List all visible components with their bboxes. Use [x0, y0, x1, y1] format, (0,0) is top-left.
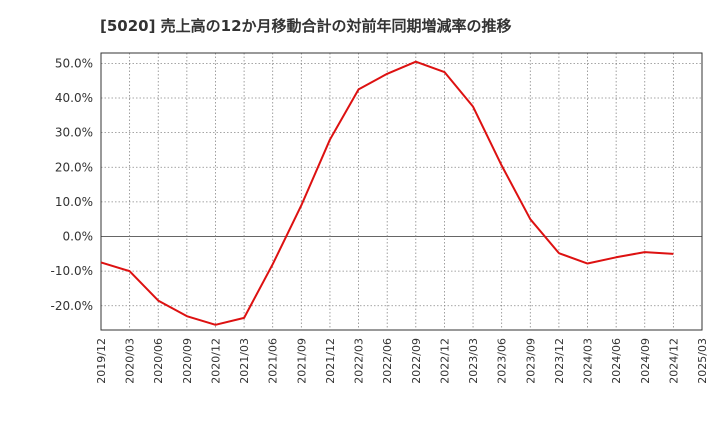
x-tick-label: 2024/06	[610, 338, 623, 384]
x-tick-label: 2020/12	[209, 338, 222, 384]
x-tick-label: 2024/12	[667, 338, 680, 384]
chart-title: [5020] 売上高の12か月移動合計の対前年同期増減率の推移	[100, 17, 512, 35]
x-tick-label: 2019/12	[95, 338, 108, 384]
y-tick-label: 0.0%	[63, 230, 94, 244]
y-tick-label: 10.0%	[55, 195, 93, 209]
y-tick-label: 20.0%	[55, 160, 93, 174]
x-tick-label: 2023/03	[467, 338, 480, 384]
x-axis-tick-labels: 2019/12 2020/03 2020/06 2020/09 2020/12 2021/…	[95, 338, 709, 384]
x-tick-label: 2022/03	[353, 338, 366, 384]
y-tick-label: 50.0%	[55, 56, 93, 70]
x-tick-label: 2024/03	[582, 338, 595, 384]
x-tick-label: 2023/12	[553, 338, 566, 384]
x-tick-label: 2025/03	[696, 338, 709, 384]
y-tick-label: 30.0%	[55, 126, 93, 140]
x-tick-label: 2020/06	[152, 338, 165, 384]
grid	[101, 53, 702, 330]
x-tick-label: 2024/09	[639, 338, 652, 384]
x-tick-label: 2021/09	[295, 338, 308, 384]
series-layer	[100, 60, 674, 326]
y-tick-label: -10.0%	[51, 264, 93, 278]
x-tick-label: 2022/06	[381, 338, 394, 384]
plot-frame	[100, 52, 703, 331]
x-tick-label: 2020/03	[124, 338, 137, 384]
x-tick-label: 2021/12	[324, 338, 337, 384]
x-tick-label: 2022/12	[438, 338, 451, 384]
x-tick-label: 2021/06	[267, 338, 280, 384]
x-tick-label: 2023/09	[524, 338, 537, 384]
x-tick-label: 2021/03	[238, 338, 251, 384]
x-tick-label: 2020/09	[181, 338, 194, 384]
y-tick-label: 40.0%	[55, 91, 93, 105]
x-tick-label: 2023/06	[496, 338, 509, 384]
x-tick-label: 2022/09	[410, 338, 423, 384]
axes	[100, 52, 703, 331]
y-axis-tick-labels: 50.0% 40.0% 30.0% 20.0% 10.0% 0.0% -10.0% -20.0…	[51, 56, 93, 312]
y-tick-label: -20.0%	[51, 299, 93, 313]
